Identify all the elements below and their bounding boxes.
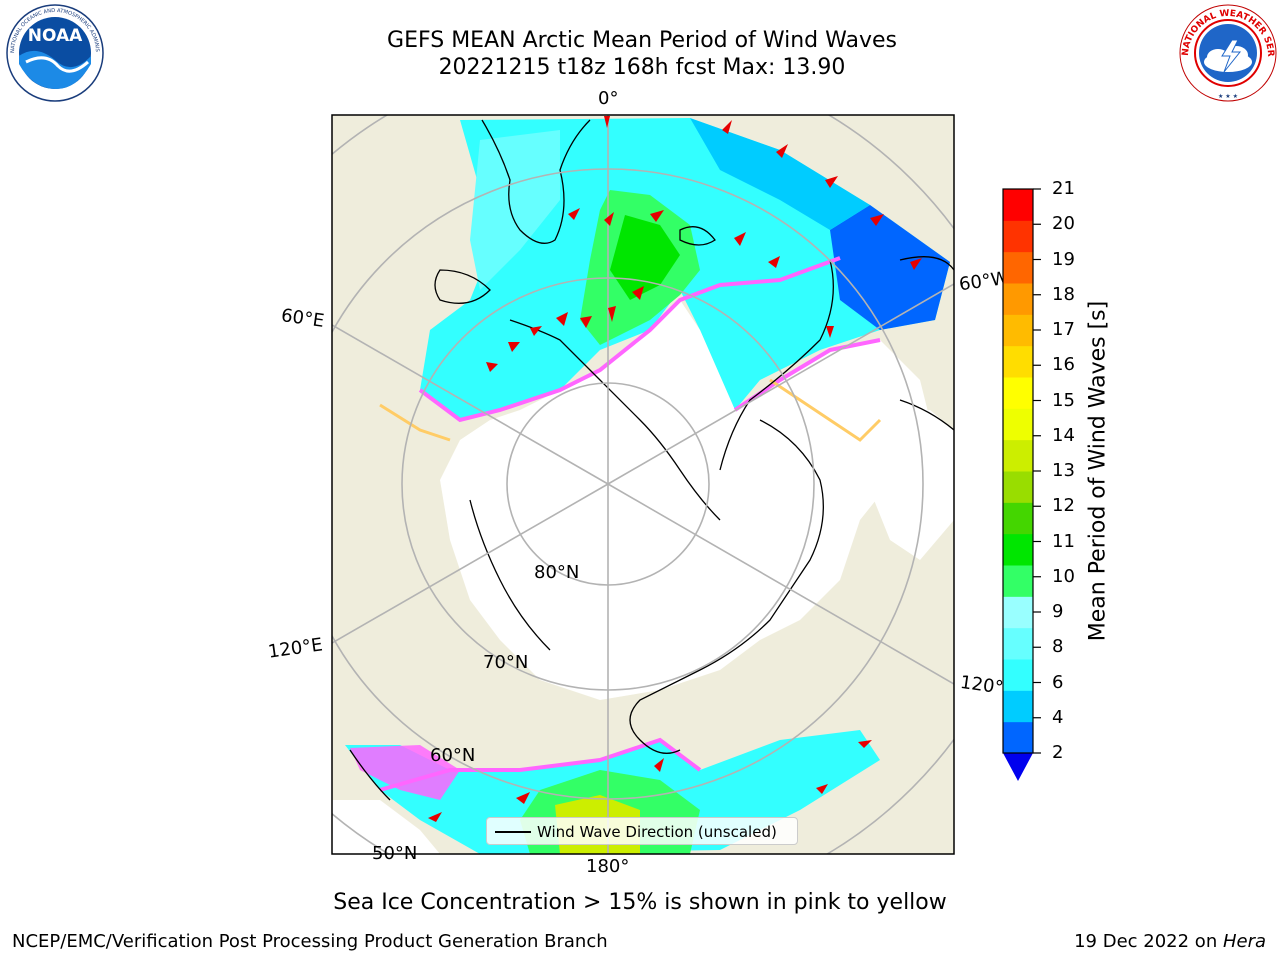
graticule [332, 115, 954, 854]
colorbar-tick-label: 6 [1052, 671, 1064, 693]
wave-arrow [816, 784, 828, 794]
sea-ice-edge [418, 256, 841, 423]
hudson-bay-masked [870, 410, 954, 560]
wave-arrow [508, 342, 520, 352]
latitude-label-80n: 80°N [534, 562, 580, 583]
colorbar-tick-label: 9 [1052, 601, 1064, 622]
colorbar-tick-label: 21 [1052, 178, 1075, 199]
wave-arrow [608, 306, 616, 322]
wave-arrow [604, 116, 610, 128]
wave-arrow [530, 326, 542, 336]
colorbar-tick-label: 19 [1052, 248, 1075, 270]
wave-arrow [768, 256, 780, 268]
colorbar-tick-label: 8 [1052, 636, 1064, 658]
wave-arrow [568, 208, 580, 220]
wind-wave-arrows [428, 116, 922, 822]
footer-host: Hera [1222, 931, 1266, 952]
coastlines [349, 119, 954, 801]
legend-line-swatch [495, 831, 531, 833]
wave-arrow [604, 212, 614, 226]
wave-arrow [870, 214, 884, 226]
nws-logo-icon: NATIONAL WEATHER SERVICE ★ ★ ★ [1178, 4, 1277, 102]
wave-arrow [825, 176, 838, 188]
colorbar-tick-label: 18 [1052, 283, 1075, 305]
svg-text:★ ★ ★: ★ ★ ★ [1218, 93, 1238, 100]
colorbar-tick-label: 17 [1052, 319, 1075, 340]
wave-field-okhotsk [350, 745, 460, 800]
colorbar-tick-label: 16 [1052, 354, 1075, 376]
wave-field-blue [830, 205, 950, 330]
wave-arrow [722, 120, 732, 134]
wave-arrow [556, 312, 568, 326]
wave-arrow [580, 316, 592, 328]
latitude-label-60n: 60°N [430, 745, 476, 766]
wave-arrow [776, 144, 788, 158]
wave-arrow [826, 326, 834, 338]
latitude-label-50n: 50°N [372, 843, 418, 864]
sea-ice-edge-pacific [379, 737, 702, 792]
colorbar-tick-label: 20 [1052, 213, 1075, 235]
noaa-wordmark: NOAA [28, 26, 83, 46]
wave-arrow [486, 362, 498, 372]
wave-arrow [858, 740, 872, 748]
longitude-label-0: 0° [598, 88, 619, 109]
wave-arrow [654, 758, 664, 772]
colorbar-tick-label: 12 [1052, 495, 1075, 517]
wave-arrow [734, 232, 746, 246]
colorbar-tick-label: 4 [1052, 706, 1064, 728]
legend-label: Wind Wave Direction (unscaled) [537, 823, 777, 841]
colorbar-tick-label: 2 [1052, 742, 1064, 763]
chart-title: GEFS MEAN Arctic Mean Period of Wind Wav… [387, 28, 897, 53]
noaa-logo-icon: NOAA NATIONAL OCEANIC AND ATMOSPHERIC AD… [6, 4, 104, 102]
wave-arrow [632, 286, 644, 300]
wave-field-cyan-band [690, 118, 870, 230]
longitude-label-180: 180° [586, 856, 630, 877]
map-legend: Wind Wave Direction (unscaled) [486, 817, 798, 845]
bering-masked [332, 800, 440, 854]
colorbar-tick-label: 13 [1052, 460, 1075, 481]
footer-credit: NCEP/EMC/Verification Post Processing Pr… [12, 931, 608, 952]
wave-arrow [428, 812, 442, 822]
footer-date: 19 Dec 2022 on Hera [1074, 931, 1266, 952]
map-border [331, 114, 955, 855]
latitude-label-70n: 70°N [483, 652, 529, 673]
wave-arrow [516, 792, 530, 804]
chart-subtitle: 20221215 t18z 168h fcst Max: 13.90 [438, 55, 846, 80]
footer-date-text: 19 Dec 2022 on [1074, 931, 1223, 952]
sea-ice-edge-yellow [379, 378, 882, 442]
wave-arrow [650, 210, 664, 222]
wave-arrow [910, 258, 922, 270]
colorbar-tick-label: 14 [1052, 424, 1075, 446]
colorbar-tick-label: 15 [1052, 389, 1075, 411]
colorbar-tick-label: 11 [1052, 530, 1075, 552]
colorbar-label: Mean Period of Wind Waves [s] [1085, 300, 1111, 642]
sea-ice-note: Sea Ice Concentration > 15% is shown in … [333, 890, 947, 915]
colorbar-tick-label: 10 [1052, 565, 1075, 587]
wave-field-light [470, 130, 560, 290]
